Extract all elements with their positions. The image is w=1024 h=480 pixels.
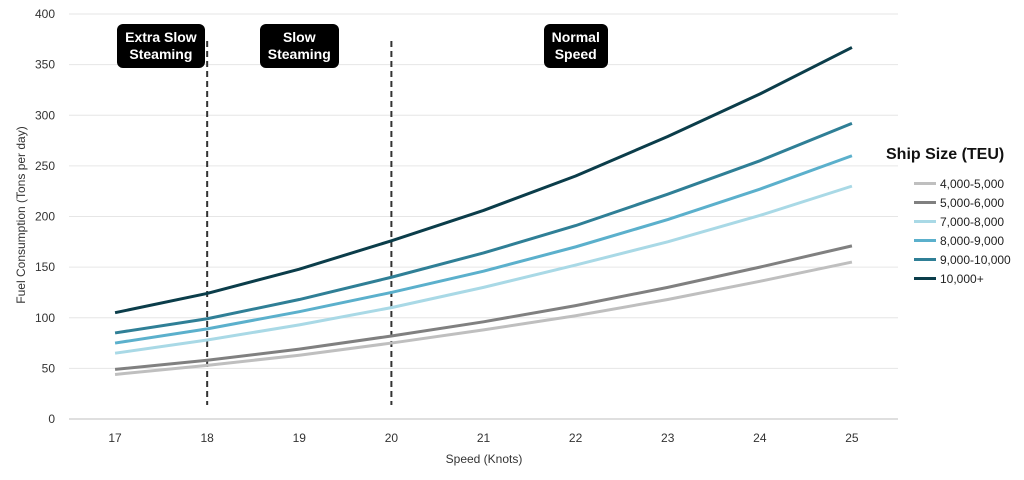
legend-item: 8,000-9,000 bbox=[914, 231, 1011, 250]
speed-zone-label: Slow Steaming bbox=[259, 24, 339, 68]
legend-swatch bbox=[914, 239, 936, 242]
x-tick-label: 25 bbox=[845, 431, 859, 445]
legend-label: 5,000-6,000 bbox=[940, 195, 1005, 210]
legend-label: 10,000+ bbox=[940, 271, 984, 286]
y-tick-label: 50 bbox=[42, 361, 56, 375]
y-tick-label: 300 bbox=[35, 108, 55, 122]
y-tick-label: 0 bbox=[48, 412, 55, 426]
y-tick-label: 400 bbox=[35, 7, 55, 21]
x-axis-label: Speed (Knots) bbox=[446, 452, 523, 466]
speed-zone-label: Normal Speed bbox=[543, 24, 608, 68]
legend-label: 4,000-5,000 bbox=[940, 176, 1005, 191]
legend-label: 8,000-9,000 bbox=[940, 233, 1005, 248]
series-line bbox=[114, 154, 853, 345]
y-tick-label: 250 bbox=[35, 159, 55, 173]
legend-item: 4,000-5,000 bbox=[914, 174, 1011, 193]
legend-swatch bbox=[914, 258, 936, 261]
legend-swatch bbox=[914, 220, 936, 223]
x-tick-label: 24 bbox=[753, 431, 767, 445]
y-axis-label: Fuel Consumption (Tons per day) bbox=[14, 126, 28, 303]
x-tick-label: 20 bbox=[385, 431, 399, 445]
x-tick-label: 19 bbox=[293, 431, 307, 445]
x-tick-label: 21 bbox=[477, 431, 491, 445]
legend-swatch bbox=[914, 201, 936, 204]
legend-swatch bbox=[914, 182, 936, 185]
legend-label: 7,000-8,000 bbox=[940, 214, 1005, 229]
legend-item: 9,000-10,000 bbox=[914, 250, 1011, 269]
y-tick-label: 350 bbox=[35, 58, 55, 72]
series-lines bbox=[114, 46, 853, 376]
legend-title: Ship Size (TEU) bbox=[886, 146, 1005, 163]
series-line bbox=[114, 244, 853, 371]
gridlines bbox=[69, 13, 898, 420]
x-tick-label: 18 bbox=[200, 431, 214, 445]
y-tick-label: 200 bbox=[35, 210, 55, 224]
speed-zone-label: Extra Slow Steaming bbox=[117, 24, 205, 68]
legend-items: 4,000-5,000 5,000-6,000 7,000-8,000 8,000-9… bbox=[886, 174, 1011, 288]
series-line bbox=[114, 184, 853, 355]
legend-item: 7,000-8,000 bbox=[914, 212, 1011, 231]
series-line bbox=[114, 260, 853, 376]
x-tick-labels: 17 18 19 20 21 22 23 24 25 bbox=[108, 431, 859, 445]
x-tick-label: 17 bbox=[108, 431, 122, 445]
legend-item: 5,000-6,000 bbox=[914, 193, 1011, 212]
series-line bbox=[114, 121, 853, 335]
y-tick-label: 150 bbox=[35, 260, 55, 274]
x-tick-label: 22 bbox=[569, 431, 583, 445]
legend-swatch bbox=[914, 277, 936, 280]
y-tick-label: 100 bbox=[35, 311, 55, 325]
series-line bbox=[114, 46, 853, 315]
x-tick-label: 23 bbox=[661, 431, 675, 445]
legend-label: 9,000-10,000 bbox=[940, 252, 1011, 267]
legend: Ship Size (TEU) 4,000-5,000 5,000-6,000 7,… bbox=[886, 146, 1011, 288]
y-tick-labels: 0 50 100 150 200 250 300 350 400 bbox=[35, 7, 55, 426]
legend-item: 10,000+ bbox=[914, 269, 1011, 288]
